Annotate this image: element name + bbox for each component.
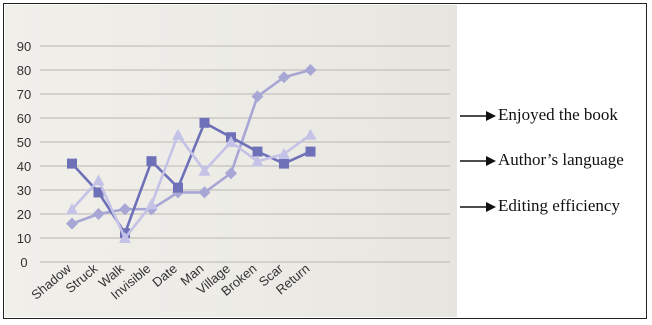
data-point <box>304 64 317 76</box>
data-point <box>279 158 289 169</box>
data-point <box>225 167 237 180</box>
data-point <box>278 71 290 84</box>
legend-label-enjoyed: Enjoyed the book <box>498 105 618 124</box>
x-tick-label: Date <box>149 261 180 290</box>
y-tick-label: 90 <box>17 39 31 54</box>
series-3 <box>66 128 317 243</box>
data-point <box>92 208 105 220</box>
series-1 <box>66 64 317 230</box>
data-point <box>225 136 237 147</box>
data-point <box>119 203 131 216</box>
legend-arrow-head-3 <box>486 202 496 212</box>
gridlines <box>40 45 450 263</box>
data-point <box>199 117 210 128</box>
y-axis-ticks: 0 10 20 30 40 50 60 70 80 90 <box>17 39 31 270</box>
data-point <box>172 128 184 140</box>
data-point <box>93 187 104 198</box>
data-point <box>146 156 157 167</box>
data-point <box>278 148 290 159</box>
data-point <box>66 217 78 230</box>
y-tick-label: 60 <box>17 111 31 126</box>
series-line <box>71 121 312 235</box>
x-axis-ticks: ShadowStruckWalkInvisibleDateManVillageB… <box>28 260 312 302</box>
data-point <box>198 186 211 199</box>
legend-arrow-head-1 <box>486 111 496 121</box>
y-tick-label: 20 <box>17 207 31 222</box>
figure-frame <box>3 3 647 319</box>
data-point <box>67 158 77 169</box>
data-point <box>92 174 105 186</box>
plot-background <box>5 5 457 317</box>
data-point <box>304 128 317 140</box>
y-tick-label: 40 <box>17 159 31 174</box>
y-tick-label: 0 <box>20 255 27 270</box>
data-point <box>119 232 131 243</box>
y-tick-label: 80 <box>17 63 31 78</box>
data-point <box>66 203 78 215</box>
y-tick-label: 70 <box>17 87 31 102</box>
data-point <box>173 182 183 193</box>
legend-label-language: Author’s language <box>498 150 624 169</box>
y-tick-label: 30 <box>17 183 31 198</box>
legend-arrow-head-2 <box>486 156 496 166</box>
series-lines <box>66 64 317 243</box>
data-point <box>252 146 263 157</box>
data-point <box>198 164 211 176</box>
series-line <box>71 133 312 240</box>
data-point <box>145 198 158 210</box>
data-point <box>305 146 316 157</box>
data-point <box>251 90 264 103</box>
data-point <box>251 155 264 167</box>
legend-arrows <box>460 111 496 212</box>
y-tick-label: 50 <box>17 135 31 150</box>
series-2 <box>67 117 316 239</box>
y-tick-label: 10 <box>17 231 31 246</box>
legend-label-editing: Editing efficiency <box>498 196 620 215</box>
